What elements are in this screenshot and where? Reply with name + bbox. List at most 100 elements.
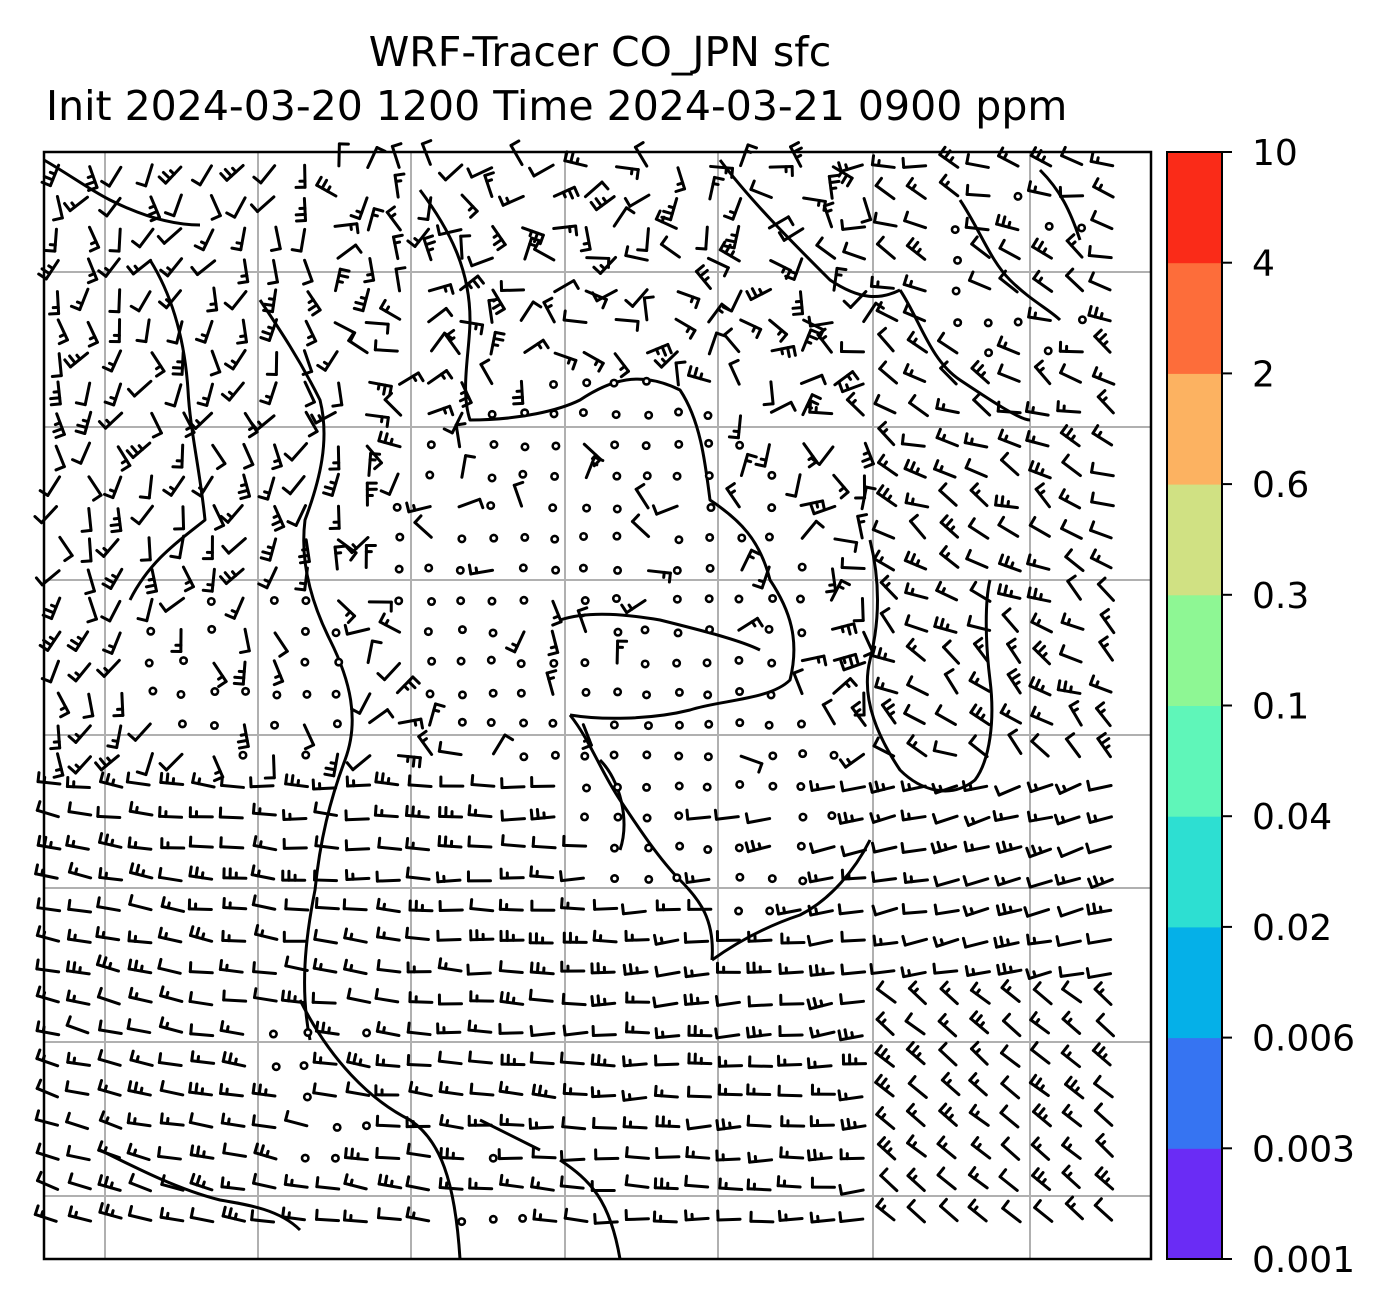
barb-feather (1007, 728, 1019, 737)
wind-barb (284, 898, 310, 912)
barb-shaft (684, 972, 710, 979)
barb-shaft (714, 815, 740, 821)
barb-feather (529, 961, 534, 974)
barb-feather (1093, 1197, 1103, 1207)
wind-barb (159, 1112, 185, 1127)
barb-feather (840, 845, 846, 858)
barb-feather (931, 813, 938, 825)
wind-barb (97, 1049, 122, 1067)
barb-feather (71, 961, 77, 974)
wind-barb (126, 379, 153, 398)
wind-barb (714, 1027, 741, 1040)
wind-barb (935, 580, 959, 602)
wind-barb (126, 1018, 152, 1035)
barb-feather (252, 961, 256, 974)
wind-barb (436, 929, 462, 942)
barb-shaft (1087, 845, 1112, 855)
barb-feather (674, 187, 687, 194)
wind-barb (218, 806, 244, 820)
barb-shaft (624, 1183, 650, 1189)
barb-feather (905, 1102, 915, 1113)
calm-circle (1077, 223, 1087, 233)
barb-feather (201, 1150, 206, 1159)
barb-feather (166, 339, 179, 345)
barb-feather (809, 1026, 815, 1039)
calm-circle (176, 689, 186, 699)
wind-barb (251, 1114, 277, 1130)
calm-circle (672, 471, 682, 481)
barb-shaft (284, 907, 310, 912)
barb-feather (74, 763, 82, 770)
wind-barb (735, 440, 745, 450)
barb-feather (35, 958, 40, 971)
wind-barb (1089, 520, 1113, 540)
wind-barb (128, 894, 153, 912)
barb-feather (572, 185, 580, 197)
barb-feather (1030, 612, 1038, 624)
wind-barb (190, 164, 213, 187)
barb-shaft (1060, 527, 1083, 540)
barb-feather (103, 666, 110, 674)
wind-barb (439, 1146, 465, 1161)
wind-barb (301, 750, 311, 760)
barb-feather (67, 1205, 73, 1218)
wind-barb (746, 1178, 772, 1192)
barb-feather (662, 570, 666, 579)
barb-feather (723, 214, 735, 221)
barb-feather (1099, 876, 1105, 885)
barb-feather (509, 139, 521, 147)
barb-feather (1006, 938, 1011, 947)
calm-circle (674, 687, 684, 697)
wind-barb (427, 404, 455, 417)
barb-shaft (188, 999, 214, 1007)
barb-feather (390, 142, 403, 148)
barb-feather (545, 669, 558, 675)
wind-barb (221, 537, 247, 555)
barb-feather (127, 958, 133, 971)
wind-barb (967, 517, 990, 540)
barb-feather (724, 243, 732, 255)
barb-shaft (383, 662, 401, 682)
barb-feather (225, 211, 237, 219)
barb-feather (809, 328, 821, 335)
wind-barb (127, 836, 153, 851)
wind-barb (80, 537, 93, 563)
barb-feather (306, 339, 318, 347)
wind-barb (702, 782, 712, 792)
wind-barb (376, 897, 401, 914)
wind-barb (876, 484, 898, 508)
wind-barb (932, 936, 960, 948)
calm-circle (1044, 221, 1054, 231)
barb-feather (935, 397, 941, 410)
calm-circle (641, 376, 651, 386)
wind-barb (52, 195, 64, 222)
barb-feather (1006, 499, 1010, 508)
barb-feather (499, 990, 504, 1003)
barb-feather (562, 1024, 567, 1037)
wind-barb (900, 433, 926, 448)
barb-feather (224, 362, 235, 371)
barb-feather (223, 571, 233, 582)
barb-shaft (406, 1151, 432, 1159)
wind-barb (343, 927, 368, 944)
barb-feather (74, 401, 87, 407)
wind-barb (766, 690, 776, 700)
barb-shaft (467, 813, 493, 819)
barb-feather (907, 980, 918, 990)
wind-barb (189, 1144, 215, 1160)
barb-feather (448, 336, 456, 343)
barb-feather (549, 645, 558, 650)
barb-feather (127, 732, 137, 742)
barb-feather (383, 1174, 389, 1187)
barb-shaft (56, 691, 71, 715)
wind-barb (82, 692, 95, 719)
wind-barb (236, 318, 248, 345)
barb-feather (188, 925, 195, 937)
barb-feather (939, 617, 945, 630)
wind-barb (768, 318, 789, 343)
barb-feather (239, 494, 252, 501)
wind-barb (497, 1148, 523, 1161)
wind-barb (313, 928, 338, 945)
barb-shaft (98, 1028, 123, 1036)
wind-barb (548, 503, 558, 513)
